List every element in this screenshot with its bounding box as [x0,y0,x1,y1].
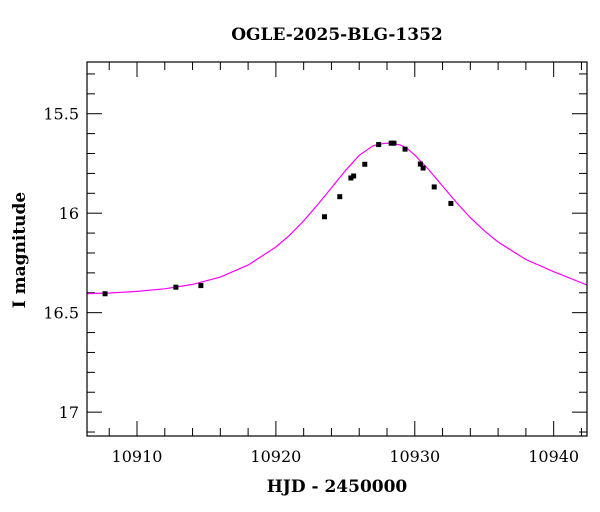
data-point [448,200,454,206]
data-point [173,284,179,290]
data-point [376,142,382,148]
y-tick-label: 16.5 [43,304,79,323]
data-points-layer [102,140,454,297]
data-point [102,291,108,297]
y-tick-label: 15.5 [43,105,79,124]
data-point [431,184,437,190]
data-point [388,140,394,146]
data-point [417,161,423,167]
data-point [322,214,327,220]
tick-labels: 10910 10920 10930 10940 15.5 16 16.5 17 [43,105,579,466]
y-tick-label: 16 [59,204,79,223]
plot-frame [86,61,588,437]
model-curve [86,142,588,295]
x-tick-label: 10920 [250,447,301,466]
data-point [198,283,204,289]
data-point [420,165,426,171]
data-point [337,194,343,200]
axis-ticks [87,62,587,436]
data-point [362,161,368,167]
y-tick-label: 17 [59,403,79,422]
chart-title: OGLE-2025-BLG-1352 [231,25,443,45]
data-point [351,173,357,179]
model-curve-layer [86,142,588,295]
data-point [391,140,397,146]
x-tick-label: 10940 [528,447,579,466]
x-tick-label: 10910 [112,447,163,466]
data-point [402,146,408,152]
x-tick-label: 10930 [389,447,440,466]
y-axis-label: I magnitude [10,192,30,309]
x-axis-label: HJD - 2450000 [267,477,408,497]
data-point [348,175,354,181]
